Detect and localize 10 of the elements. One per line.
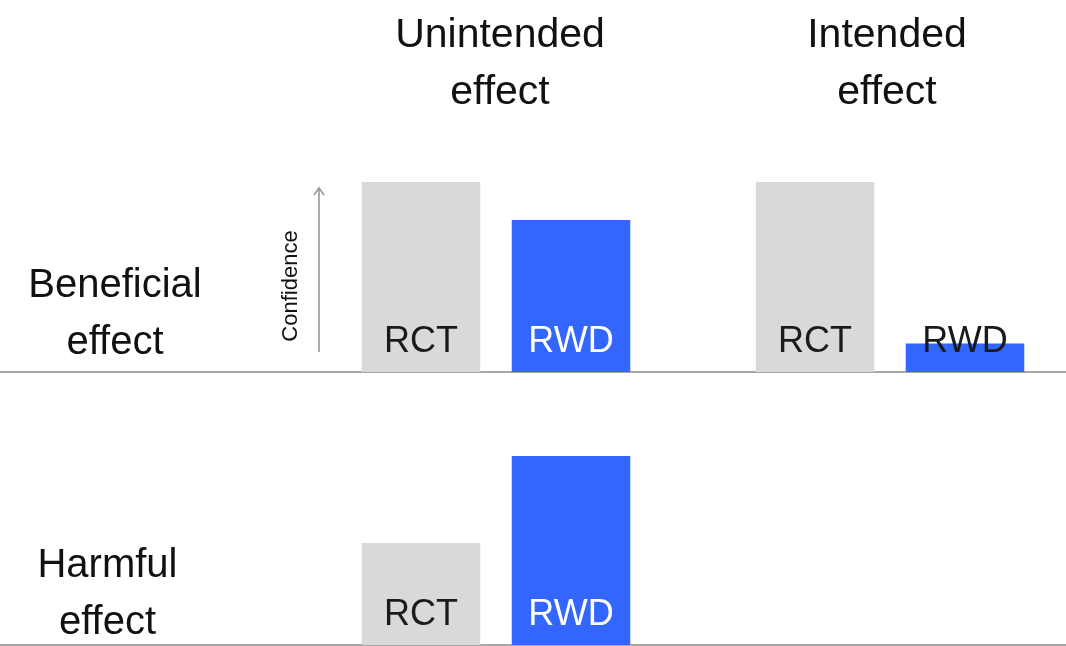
y-axis-title: Confidence [277, 229, 303, 344]
chart-title: Intended effect [806, 9, 968, 115]
x-tick-label: RCT [384, 592, 458, 633]
x-tick-label: RCT [384, 319, 458, 360]
x-tick-label: RWD [528, 319, 614, 360]
chart-title: Unintended effect [394, 9, 606, 115]
x-tick-label: RWD [528, 592, 614, 633]
text: Harmful effect [36, 540, 179, 644]
x-tick-label: RCT [778, 319, 852, 360]
text: Beneficial effect [27, 260, 203, 364]
